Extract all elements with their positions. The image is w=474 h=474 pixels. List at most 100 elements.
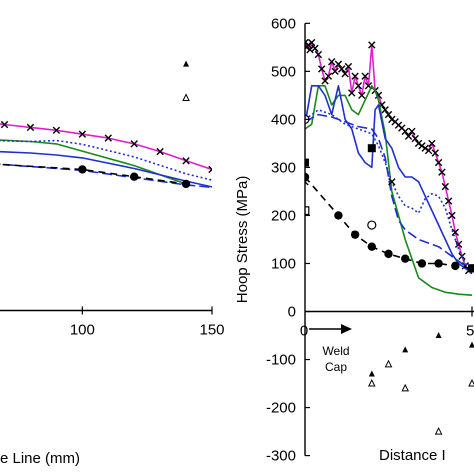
left-series-7-point [183,60,190,67]
right-y-tick-label: 0 [288,304,296,321]
right-series-11-point [402,346,409,353]
left-series-1-point [78,130,87,138]
right-series-12-point [305,178,309,186]
left-plot-area [0,60,212,189]
left-series-1-point [104,134,112,142]
left-series-6-point [78,165,87,174]
right-series-3 [305,85,473,274]
right-series-1-point [358,91,366,100]
right-y-tick-label: -200 [266,400,296,417]
right-series-12 [305,178,396,186]
left-series-6-point [130,172,139,181]
right-series-7-point [468,264,474,273]
right-series-9-point [367,220,377,230]
left-series-6 [0,163,191,189]
right-x-tick-label: 50 [466,323,474,340]
right-series-1-point [424,146,433,155]
weld-cap-arrowhead [341,324,352,334]
left-series-1-point [182,157,190,165]
right-y-tick-label: 100 [271,255,296,272]
left-x-tick-label: 100 [70,322,95,339]
right-series-1-point [451,228,459,236]
left-series-7 [183,60,190,67]
right-series-3-line [305,85,473,274]
right-series-10 [367,359,474,435]
right-series-6-point [334,211,343,220]
right-series-10-point [468,378,474,387]
right-series-1-point [411,134,419,143]
right-series-6-point [451,261,460,271]
right-y-tick-label: 200 [271,207,296,224]
left-x-tick-label: 150 [199,322,224,339]
right-y-tick-label: 400 [271,111,296,128]
left-x-axis-label: e Line (mm) [0,450,80,467]
left-series-8-point [182,93,190,101]
right-series-7-point [367,144,376,153]
right-series-1-point [344,62,353,71]
right-series-1-point [404,132,413,140]
right-series-6-point [367,242,376,251]
right-x-axis-label: Distance I [379,447,446,464]
right-series-1-point [341,70,349,78]
right-x-tick-label: 0 [300,323,308,340]
right-series-1 [305,38,473,275]
right-series-1-point [438,168,446,176]
right-series-6-point [384,249,393,259]
left-series-2 [0,139,187,185]
right-y-tick-label: 300 [271,159,296,176]
weld-cap-label-line1: Weld [322,344,349,358]
right-series-1-point [448,211,456,220]
right-series-11 [368,332,474,377]
right-y-tick-label: 600 [271,15,296,32]
right-series-4-line [305,109,473,274]
right-plot-area [305,38,474,435]
right-series-10-point [367,378,376,387]
right-series-5-line [305,113,473,270]
right-series-12-point [388,178,396,186]
left-series-1-point [0,120,9,129]
left-series-6-line [0,163,187,185]
right-y-tick-label: -300 [266,448,296,465]
right-series-11-point [368,370,375,377]
right-y-tick-label: -100 [266,352,296,369]
right-series-1-point [408,127,416,136]
right-series-10-point [401,383,410,392]
right-series-6-point [417,259,427,268]
left-series-6-point [181,179,191,189]
right-series-1-point [381,106,389,114]
left-series-1-point [130,140,138,148]
right-series-1-point [314,50,323,59]
right-series-1-point [434,158,443,167]
right-series-11-point [469,341,474,348]
right-series-1-point [324,72,333,80]
right-series-4 [305,109,473,274]
right-series-1-point [368,41,376,49]
right-series-1-point [384,110,393,119]
right-series-1-point [361,72,369,80]
right-series-6 [305,172,474,273]
right-series-6-point [401,254,410,263]
right-series-6-point [350,230,360,239]
right-series-11-point [435,332,442,339]
right-series-1-point [401,127,409,136]
right-series-1-point [348,89,356,97]
left-series-1-point [208,165,212,174]
right-series-1-point [444,197,453,205]
right-series-7-point [305,158,309,167]
right-y-tick-label: 500 [271,63,296,80]
left-series-1 [0,120,212,174]
right-series-1-point [334,60,343,68]
left-series-8 [182,93,190,101]
left-series-1-point [26,123,35,132]
right-series-1-point [351,72,359,80]
right-series-1-point [311,44,319,52]
right-y-axis-label: Hoop Stress (MPa) [234,176,251,304]
right-series-1-point [328,58,336,66]
left-series-1-line [0,123,212,171]
right-series-1-point [321,77,329,85]
weld-cap-label-line2: Cap [325,360,347,374]
right-series-1-point [441,182,449,191]
right-series-1-point [428,139,436,148]
